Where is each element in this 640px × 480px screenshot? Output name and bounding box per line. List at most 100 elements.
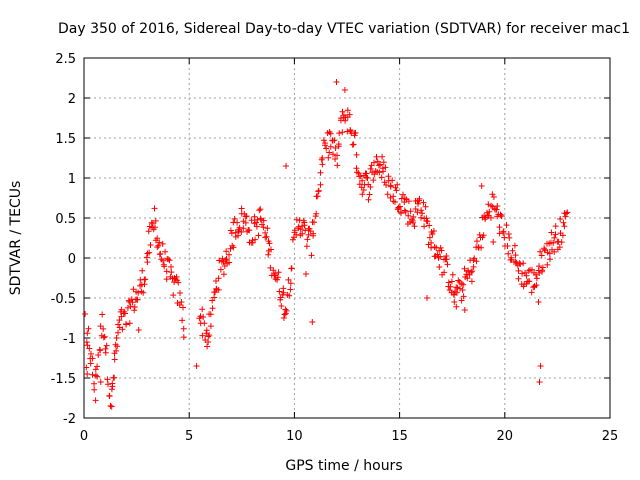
data-point bbox=[350, 141, 357, 148]
data-point bbox=[493, 206, 500, 213]
data-point bbox=[238, 205, 245, 212]
data-point bbox=[453, 303, 460, 310]
data-point bbox=[550, 239, 557, 246]
data-point bbox=[278, 303, 285, 309]
data-point bbox=[420, 199, 427, 206]
data-point bbox=[166, 257, 173, 264]
data-point bbox=[533, 271, 539, 278]
data-point bbox=[260, 224, 267, 231]
data-point bbox=[103, 342, 110, 349]
data-point bbox=[503, 222, 510, 229]
data-point bbox=[373, 153, 380, 160]
data-point bbox=[374, 158, 381, 165]
data-point bbox=[283, 163, 289, 169]
data-point bbox=[205, 339, 212, 345]
data-point bbox=[242, 219, 249, 226]
data-point bbox=[308, 252, 315, 259]
data-point bbox=[331, 137, 338, 144]
data-point bbox=[375, 162, 382, 169]
y-tick-label: -2 bbox=[63, 412, 76, 427]
data-point bbox=[428, 244, 435, 251]
data-point bbox=[282, 306, 289, 313]
data-point bbox=[84, 371, 91, 377]
data-point bbox=[126, 320, 133, 327]
chart-title: Day 350 of 2016, Sidereal Day-to-day VTE… bbox=[58, 21, 630, 37]
data-point bbox=[515, 275, 522, 282]
data-point bbox=[537, 363, 544, 369]
data-point bbox=[216, 257, 223, 264]
y-tick-label: -1 bbox=[63, 332, 76, 347]
data-point bbox=[87, 360, 94, 367]
data-point bbox=[134, 296, 141, 303]
data-point bbox=[260, 217, 267, 224]
data-point bbox=[131, 307, 138, 314]
data-point bbox=[91, 386, 98, 393]
data-point bbox=[511, 242, 518, 249]
data-point bbox=[319, 161, 326, 168]
data-point bbox=[402, 208, 409, 215]
data-point bbox=[327, 130, 334, 137]
data-point bbox=[275, 269, 282, 276]
data-point bbox=[207, 323, 214, 330]
data-point bbox=[263, 233, 270, 240]
data-point bbox=[122, 310, 128, 317]
data-point bbox=[180, 304, 186, 311]
data-point bbox=[97, 323, 104, 330]
data-point bbox=[262, 234, 269, 241]
x-tick-label: 20 bbox=[497, 429, 514, 444]
data-point bbox=[356, 181, 363, 188]
data-point bbox=[256, 207, 263, 214]
data-point bbox=[401, 207, 408, 214]
data-point bbox=[203, 327, 210, 334]
data-point bbox=[424, 295, 430, 301]
data-point bbox=[339, 108, 346, 115]
data-point bbox=[207, 311, 214, 318]
data-point bbox=[382, 164, 389, 171]
data-point bbox=[105, 381, 111, 388]
data-point bbox=[415, 200, 421, 207]
data-point bbox=[490, 194, 497, 200]
data-point bbox=[251, 213, 258, 220]
data-point bbox=[145, 228, 152, 235]
data-point bbox=[449, 271, 456, 278]
data-point bbox=[548, 229, 555, 236]
data-point bbox=[533, 275, 540, 282]
data-point bbox=[100, 325, 107, 332]
data-point bbox=[426, 222, 433, 229]
data-point bbox=[367, 165, 374, 172]
data-point bbox=[393, 187, 400, 194]
data-point bbox=[180, 325, 187, 332]
data-point bbox=[305, 231, 312, 238]
data-point bbox=[528, 289, 535, 296]
data-point bbox=[334, 162, 341, 169]
data-point bbox=[396, 203, 403, 210]
data-point bbox=[522, 269, 528, 276]
data-point bbox=[252, 236, 259, 243]
data-point bbox=[359, 191, 366, 198]
data-point bbox=[253, 223, 260, 230]
data-point bbox=[327, 143, 334, 150]
data-point bbox=[430, 228, 437, 234]
data-point bbox=[220, 271, 227, 278]
data-point bbox=[392, 199, 398, 205]
data-point bbox=[255, 232, 262, 239]
data-point bbox=[211, 294, 218, 301]
data-point bbox=[222, 257, 229, 264]
data-point bbox=[344, 107, 351, 114]
data-point bbox=[209, 305, 216, 312]
data-point bbox=[490, 239, 497, 245]
data-point bbox=[341, 87, 348, 93]
data-point bbox=[163, 268, 170, 275]
data-point bbox=[346, 111, 353, 118]
data-point bbox=[387, 183, 394, 190]
data-point bbox=[215, 286, 222, 293]
data-point bbox=[230, 244, 237, 251]
data-point bbox=[407, 208, 414, 215]
data-point bbox=[405, 212, 412, 219]
data-point bbox=[89, 371, 96, 378]
data-point bbox=[317, 181, 324, 188]
data-point bbox=[83, 364, 90, 371]
data-point bbox=[226, 251, 232, 258]
data-point bbox=[274, 274, 281, 281]
